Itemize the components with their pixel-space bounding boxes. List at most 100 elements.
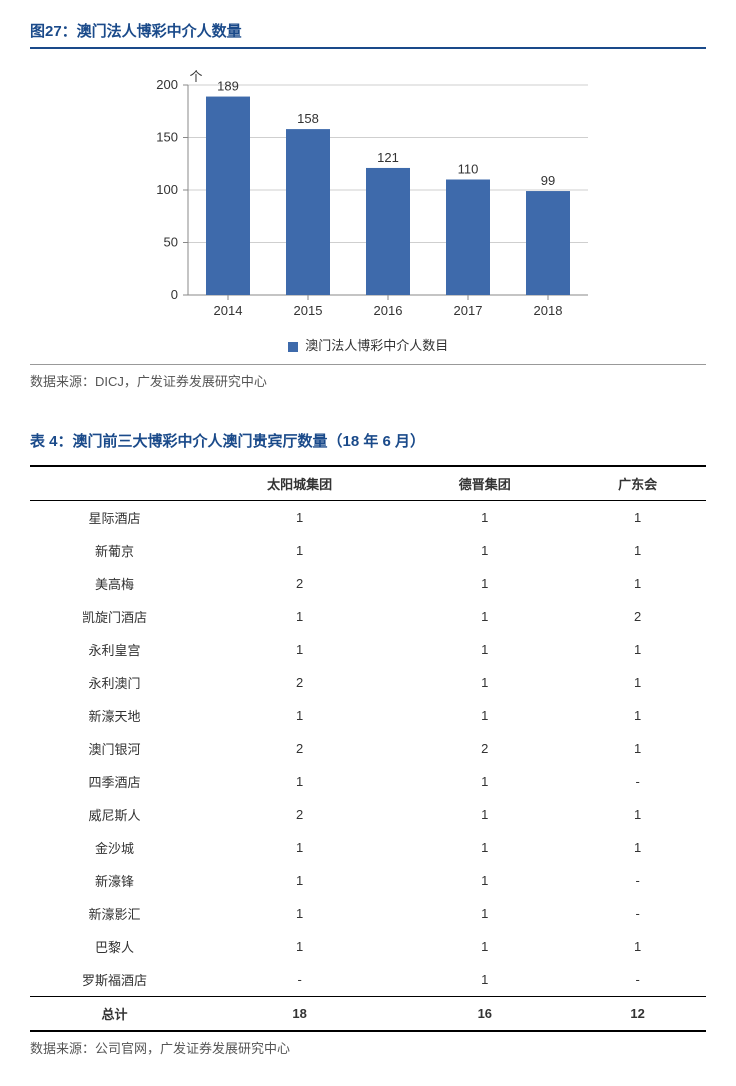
table-cell: 1 [400, 600, 569, 633]
row-label: 新葡京 [30, 534, 199, 567]
table-cell: 1 [400, 897, 569, 930]
table-cell: 1 [569, 930, 706, 963]
table-row: 威尼斯人211 [30, 798, 706, 831]
row-label: 凯旋门酒店 [30, 600, 199, 633]
table-cell: 1 [400, 930, 569, 963]
table-row: 凯旋门酒店112 [30, 600, 706, 633]
table-header-cell: 太阳城集团 [199, 466, 400, 501]
table-cell: 1 [569, 534, 706, 567]
table-cell: 1 [199, 831, 400, 864]
table-cell: 1 [199, 930, 400, 963]
figure-title: 图27：澳门法人博彩中介人数量 [30, 20, 706, 49]
bar-chart: 050100150200个189201415820151212016110201… [128, 65, 608, 325]
svg-text:99: 99 [541, 173, 555, 188]
table-cell: 1 [199, 864, 400, 897]
row-label: 巴黎人 [30, 930, 199, 963]
row-label: 永利皇宫 [30, 633, 199, 666]
bar-chart-svg: 050100150200个189201415820151212016110201… [128, 65, 608, 325]
table-cell: 1 [400, 534, 569, 567]
table-cell: 1 [199, 534, 400, 567]
table-row: 罗斯福酒店-1- [30, 963, 706, 997]
table-cell: - [569, 963, 706, 997]
table-cell: 1 [569, 501, 706, 535]
table-row: 永利皇宫111 [30, 633, 706, 666]
svg-text:50: 50 [164, 235, 178, 250]
table-cell: 1 [400, 501, 569, 535]
svg-text:158: 158 [297, 111, 319, 126]
row-label: 澳门银河 [30, 732, 199, 765]
total-label: 总计 [30, 997, 199, 1032]
table-row: 四季酒店11- [30, 765, 706, 798]
table-cell: 1 [400, 963, 569, 997]
table-cell: 1 [400, 798, 569, 831]
table-body: 星际酒店111新葡京111美高梅211凯旋门酒店112永利皇宫111永利澳门21… [30, 501, 706, 1032]
row-label: 新濠影汇 [30, 897, 199, 930]
svg-text:2014: 2014 [214, 303, 243, 318]
table-cell: 1 [569, 732, 706, 765]
chart-legend: 澳门法人博彩中介人数目 [30, 335, 706, 354]
row-label: 四季酒店 [30, 765, 199, 798]
total-cell: 18 [199, 997, 400, 1032]
row-label: 永利澳门 [30, 666, 199, 699]
svg-text:2017: 2017 [454, 303, 483, 318]
table-cell: 1 [569, 699, 706, 732]
row-label: 美高梅 [30, 567, 199, 600]
table-cell: 1 [569, 633, 706, 666]
legend-swatch [288, 342, 298, 352]
table-header-cell: 广东会 [569, 466, 706, 501]
table-cell: 1 [199, 633, 400, 666]
row-label: 新濠锋 [30, 864, 199, 897]
table-header-row: 太阳城集团德晋集团广东会 [30, 466, 706, 501]
table-cell: 2 [199, 798, 400, 831]
table-source: 数据来源：公司官网，广发证券发展研究中心 [30, 1032, 706, 1057]
svg-text:150: 150 [156, 130, 178, 145]
table-cell: 1 [569, 798, 706, 831]
table-cell: 1 [569, 567, 706, 600]
table-row: 澳门银河221 [30, 732, 706, 765]
table-cell: 1 [199, 600, 400, 633]
svg-text:个: 个 [189, 69, 202, 84]
table-row: 新濠锋11- [30, 864, 706, 897]
table-cell: - [199, 963, 400, 997]
svg-text:121: 121 [377, 150, 399, 165]
table-cell: 1 [400, 699, 569, 732]
table-row: 金沙城111 [30, 831, 706, 864]
row-label: 星际酒店 [30, 501, 199, 535]
row-label: 罗斯福酒店 [30, 963, 199, 997]
table-cell: 2 [199, 567, 400, 600]
table-cell: 2 [569, 600, 706, 633]
table-cell: - [569, 864, 706, 897]
table-cell: 1 [199, 699, 400, 732]
svg-text:100: 100 [156, 182, 178, 197]
table-cell: 2 [199, 732, 400, 765]
table-row: 新葡京111 [30, 534, 706, 567]
legend-label: 澳门法人博彩中介人数目 [305, 338, 448, 353]
row-label: 金沙城 [30, 831, 199, 864]
table-header-cell [30, 466, 199, 501]
table-title: 表 4：澳门前三大博彩中介人澳门贵宾厅数量（18 年 6 月） [30, 430, 706, 451]
table-header-cell: 德晋集团 [400, 466, 569, 501]
table-cell: 1 [199, 897, 400, 930]
row-label: 威尼斯人 [30, 798, 199, 831]
table-cell: - [569, 765, 706, 798]
table-row: 永利澳门211 [30, 666, 706, 699]
table-cell: 2 [199, 666, 400, 699]
table-cell: 1 [400, 831, 569, 864]
table-cell: 1 [400, 765, 569, 798]
table-cell: 1 [569, 666, 706, 699]
table-total-row: 总计181612 [30, 997, 706, 1032]
svg-text:2016: 2016 [374, 303, 403, 318]
total-cell: 16 [400, 997, 569, 1032]
figure-source: 数据来源：DICJ，广发证券发展研究中心 [30, 364, 706, 390]
table-cell: 1 [400, 633, 569, 666]
table-cell: - [569, 897, 706, 930]
table-cell: 1 [199, 765, 400, 798]
table-cell: 1 [400, 864, 569, 897]
data-table: 太阳城集团德晋集团广东会 星际酒店111新葡京111美高梅211凯旋门酒店112… [30, 465, 706, 1032]
total-cell: 12 [569, 997, 706, 1032]
table-cell: 2 [400, 732, 569, 765]
svg-text:189: 189 [217, 79, 239, 94]
table-row: 新濠天地111 [30, 699, 706, 732]
table-cell: 1 [400, 666, 569, 699]
table-cell: 1 [569, 831, 706, 864]
